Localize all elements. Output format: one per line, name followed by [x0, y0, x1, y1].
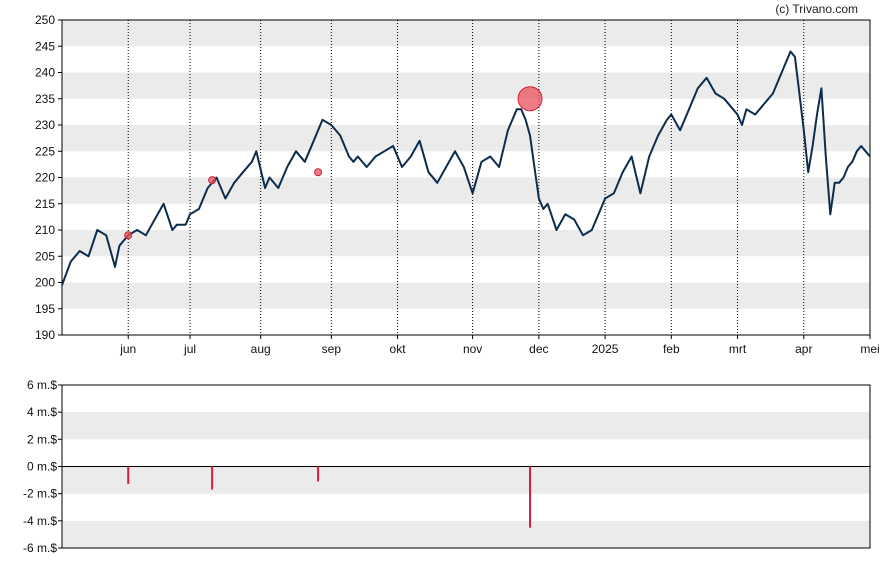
x-tick-label: mei: [860, 342, 879, 356]
y-tick-label: 220: [35, 171, 55, 185]
x-tick-label: jul: [183, 342, 196, 356]
plot-frame: [61, 384, 871, 549]
grid-band: [62, 72, 870, 99]
trade-marker: [314, 168, 323, 177]
grid-band: [62, 282, 870, 309]
flow-bar: [127, 466, 130, 485]
y-tick-label: 235: [35, 92, 55, 106]
x-tick-label: 2025: [592, 342, 619, 356]
credit-label: (c) Trivano.com: [775, 2, 858, 16]
y-tick-label: -6 m.$: [23, 541, 57, 555]
y-tick-label: 190: [35, 328, 55, 342]
price-series-line: [61, 50, 871, 286]
y-tick-label: 215: [35, 197, 55, 211]
y-tick-label: -4 m.$: [23, 514, 57, 528]
grid-band: [62, 230, 870, 257]
x-tick-label: nov: [463, 342, 482, 356]
grid-band: [62, 466, 870, 494]
y-tick-label: 0 m.$: [27, 460, 57, 474]
x-tick-label: feb: [663, 342, 680, 356]
y-tick-label: 210: [35, 223, 55, 237]
y-tick-label: 250: [35, 13, 55, 27]
x-tick-label: jun: [119, 342, 136, 356]
x-tick-label: okt: [390, 342, 407, 356]
plot-frame: [61, 19, 871, 336]
x-tick-label: aug: [251, 342, 271, 356]
y-tick-label: 225: [35, 144, 55, 158]
y-tick-label: 195: [35, 302, 55, 316]
flow-bar: [529, 466, 532, 528]
x-tick-label: dec: [529, 342, 548, 356]
trade-marker: [124, 231, 133, 240]
grid-band: [62, 20, 870, 47]
y-tick-label: 205: [35, 249, 55, 263]
price-chart-panel: jun jul aug sep okt nov dec 2025 feb mrt apr mei 190…: [35, 13, 880, 356]
y-tick-label: 2 m.$: [27, 432, 57, 446]
y-tick-label: 245: [35, 39, 55, 53]
grid-band: [62, 520, 870, 548]
grid-band: [62, 412, 870, 440]
grid-band: [62, 125, 870, 152]
y-tick-label: -2 m.$: [23, 487, 57, 501]
flow-bar: [317, 466, 320, 482]
grid-band: [62, 177, 870, 204]
x-tick-label: mrt: [729, 342, 747, 356]
flow-bar: [211, 466, 214, 490]
y-tick-label: 6 m.$: [27, 378, 57, 392]
y-tick-label: 230: [35, 118, 55, 132]
x-tick-label: apr: [795, 342, 812, 356]
y-tick-label: 200: [35, 276, 55, 290]
y-tick-label: 4 m.$: [27, 405, 57, 419]
y-tick-label: 240: [35, 66, 55, 80]
x-tick-label: sep: [322, 342, 342, 356]
flow-chart-panel: -6 m.$ -4 m.$ -2 m.$ 0 m.$ 2 m.$ 4 m.$ 6 m.$: [23, 378, 871, 555]
trade-marker: [517, 86, 543, 112]
trade-marker: [208, 176, 217, 185]
